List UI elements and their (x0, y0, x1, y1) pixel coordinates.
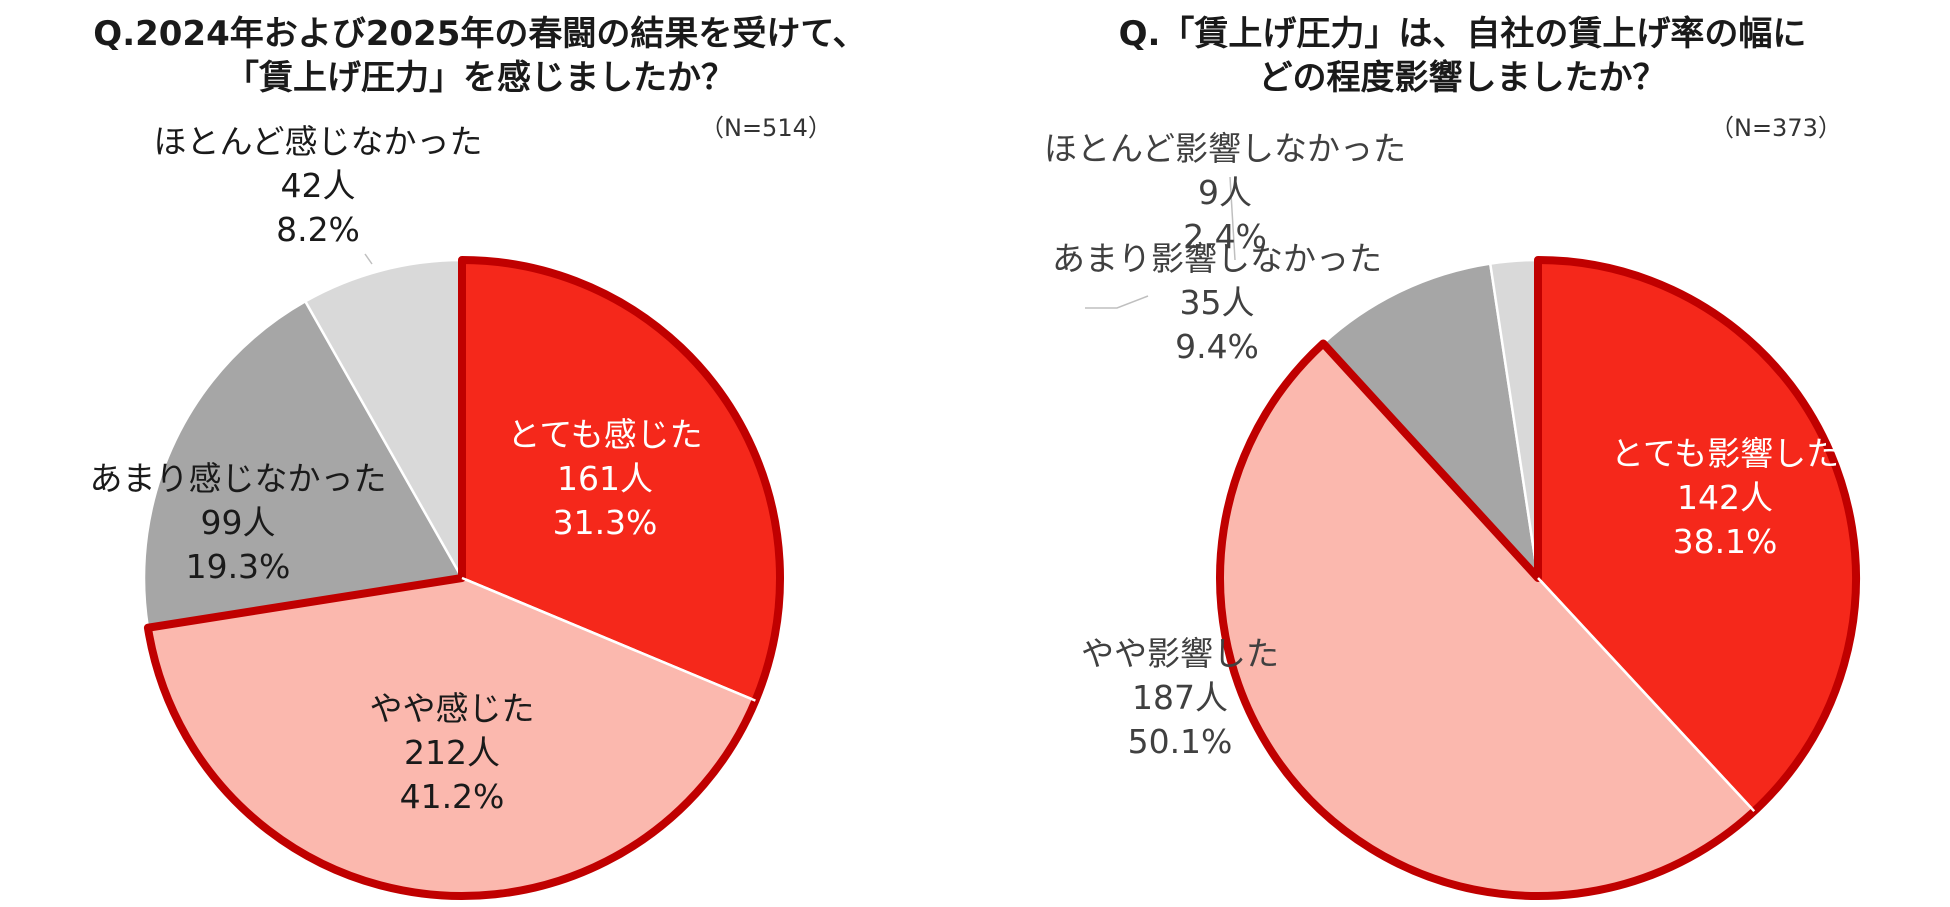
pie-chart-pressure: とても感じた 161人 31.3% やや感じた 212人 41.2% あまり感じなかった 99… (90, 122, 784, 900)
slice-label-group: あまり感じなかった 99人 19.3% (90, 459, 387, 586)
pie-slice (304, 258, 464, 580)
slice-divider (1537, 577, 1756, 813)
chart-title-line-1: Q.「賃上げ圧力」は、自社の賃上げ率の幅に (1118, 14, 1807, 54)
slice-category-label: やや影響した (1081, 634, 1279, 673)
slice-count-label: 187人 (1132, 678, 1228, 717)
highlight-outline (1216, 256, 1860, 900)
leader-line (364, 253, 373, 265)
slice-category-label: やや感じた (370, 689, 535, 728)
slice-category-label: あまり影響しなかった (1052, 239, 1382, 278)
chart-title: Q.2024年および2025年の春闘の結果を受けて、 「賃上げ圧力」を感じました… (0, 12, 960, 100)
slice-label-group: とても影響した 142人 38.1% (1611, 434, 1839, 561)
chart-panel-pressure: Q.2024年および2025年の春闘の結果を受けて、 「賃上げ圧力」を感じました… (0, 0, 960, 907)
sample-size-label: （N=373） (1710, 114, 1842, 142)
slice-percent-label: 41.2% (400, 777, 505, 816)
chart-panel-influence: Q.「賃上げ圧力」は、自社の賃上げ率の幅に どの程度影響しましたか？ （N=37… (975, 0, 1950, 907)
slice-label-group: やや感じた 212人 41.2% (370, 689, 535, 816)
slice-category-label: とても感じた (507, 415, 702, 454)
slice-percent-label: 50.1% (1128, 722, 1233, 761)
slice-divider (461, 576, 756, 702)
slice-percent-label: 2.4% (1183, 217, 1267, 256)
leader-line (1229, 176, 1236, 261)
slice-label-group: ほとんど影響しなかった 9人 2.4% (1044, 129, 1406, 256)
slice-label-group: とても感じた 161人 31.3% (507, 415, 702, 542)
chart-title-line-1: Q.2024年および2025年の春闘の結果を受けて、 (93, 14, 867, 54)
sample-size-label: （N=514） (700, 114, 832, 142)
pie-chart-influence: とても影響した 142人 38.1% やや影響した 187人 50.1% あまり影響しなかっ… (1044, 129, 1860, 900)
chart-title-line-2: 「賃上げ圧力」を感じましたか？ (225, 58, 735, 98)
slice-label-group: あまり影響しなかった 35人 9.4% (1052, 239, 1382, 366)
slice-count-label: 42人 (281, 166, 356, 205)
chart-title-line-2: どの程度影響しましたか？ (1258, 58, 1667, 98)
slice-category-label: あまり感じなかった (90, 459, 387, 498)
slice-percent-label: 9.4% (1175, 327, 1259, 366)
chart-title: Q.「賃上げ圧力」は、自社の賃上げ率の幅に どの程度影響しましたか？ (975, 12, 1950, 100)
slice-count-label: 161人 (557, 459, 653, 498)
slice-count-label: 212人 (404, 733, 500, 772)
slice-label-group: ほとんど感じなかった 42人 8.2% (153, 122, 482, 249)
pie-slice (142, 300, 464, 629)
slice-count-label: 99人 (201, 503, 276, 542)
slice-category-label: ほとんど感じなかった (153, 122, 482, 161)
slice-percent-label: 8.2% (276, 210, 360, 249)
highlight-outline (143, 256, 784, 900)
slice-percent-label: 19.3% (186, 547, 291, 586)
leader-line (1085, 295, 1149, 309)
slice-category-label: とても影響した (1611, 434, 1839, 473)
slice-label-group: やや影響した 187人 50.1% (1081, 634, 1279, 761)
slice-count-label: 142人 (1677, 478, 1773, 517)
slice-category-label: ほとんど影響しなかった (1044, 129, 1406, 168)
slice-percent-label: 31.3% (553, 503, 658, 542)
slice-count-label: 35人 (1180, 283, 1255, 322)
slice-count-label: 9人 (1198, 173, 1252, 212)
pie-slice (1321, 262, 1540, 580)
slice-percent-label: 38.1% (1673, 522, 1778, 561)
